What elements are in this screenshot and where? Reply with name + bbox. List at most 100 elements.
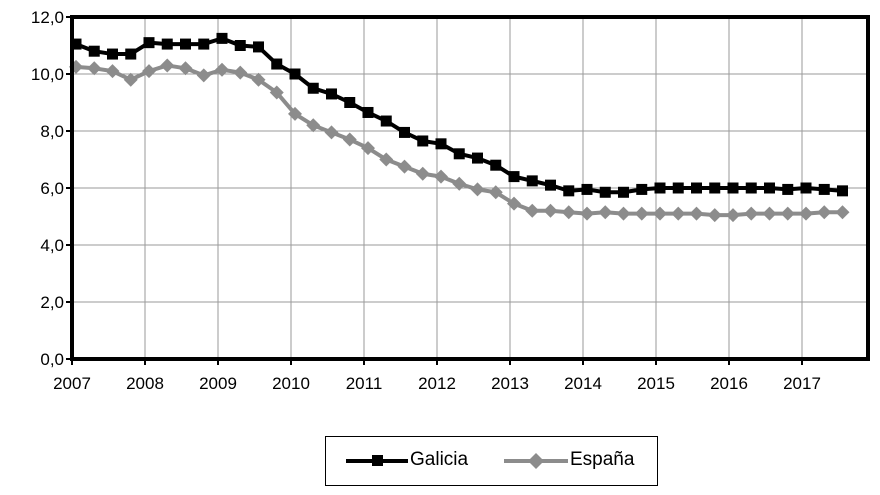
data-point [634, 206, 649, 221]
data-point [727, 182, 739, 194]
data-point [709, 182, 721, 194]
data-point [671, 206, 686, 221]
data-point [764, 182, 775, 194]
data-point [452, 176, 467, 191]
series-espana [69, 58, 850, 223]
x-tick-label: 2008 [126, 374, 164, 393]
y-tick-label: 10,0 [31, 65, 64, 84]
data-point [215, 62, 229, 77]
data-point [672, 182, 684, 194]
data-point [161, 38, 173, 50]
data-point [380, 115, 392, 127]
data-point [780, 206, 795, 221]
data-point [399, 126, 410, 138]
data-point [563, 185, 575, 197]
data-point [726, 208, 740, 223]
legend-label-espana: España [570, 449, 635, 470]
data-point [87, 61, 102, 76]
data-point [123, 72, 138, 87]
data-point [105, 64, 120, 79]
y-tick-label: 2,0 [40, 293, 64, 312]
data-point [415, 166, 430, 181]
data-point [289, 68, 301, 80]
legend: Galicia España [325, 436, 658, 486]
data-point [817, 205, 832, 220]
data-point [581, 183, 593, 195]
data-point [507, 196, 521, 211]
data-point [125, 48, 137, 60]
data-point [470, 182, 485, 197]
data-point [782, 183, 794, 195]
data-point [618, 186, 629, 198]
data-point [362, 106, 374, 118]
series-layer [69, 32, 850, 223]
data-point [160, 58, 175, 73]
y-tick-label: 12,0 [31, 8, 64, 27]
y-tick-label: 8,0 [40, 122, 64, 141]
data-point [88, 45, 100, 57]
data-point [342, 132, 357, 147]
data-point [178, 61, 193, 76]
x-tick-label: 2013 [491, 374, 529, 393]
data-point [253, 41, 264, 53]
data-point [598, 205, 613, 220]
data-point [835, 205, 850, 220]
data-point [545, 179, 556, 191]
data-point [326, 88, 337, 100]
data-point [654, 182, 666, 194]
x-tick-label: 2009 [199, 374, 237, 393]
data-point [107, 48, 118, 60]
data-point [525, 203, 540, 218]
y-axis-ticks: 0,0 2,0 4,0 6,0 8,0 10,0 12,0 [31, 8, 72, 369]
x-tick-label: 2014 [564, 374, 602, 393]
data-point [417, 135, 429, 147]
data-point [818, 183, 830, 195]
data-point [180, 38, 191, 50]
data-point [691, 182, 702, 194]
x-tick-label: 2017 [783, 374, 821, 393]
data-point [142, 64, 156, 79]
data-point [453, 148, 465, 160]
x-tick-label: 2016 [710, 374, 748, 393]
data-point [653, 206, 667, 221]
data-point [526, 175, 538, 187]
data-point [599, 186, 611, 198]
data-point [799, 206, 813, 221]
data-point [762, 206, 777, 221]
data-point [616, 206, 631, 221]
data-point [707, 208, 722, 223]
data-point [837, 185, 848, 197]
data-point [543, 203, 558, 218]
data-point [397, 159, 412, 174]
x-tick-label: 2007 [53, 374, 91, 393]
y-tick-label: 4,0 [40, 236, 64, 255]
data-point [434, 169, 448, 184]
data-point [233, 65, 248, 80]
y-tick-label: 6,0 [40, 179, 64, 198]
data-point [561, 205, 576, 220]
data-point [269, 85, 284, 100]
x-tick-label: 2015 [637, 374, 675, 393]
legend-swatch-galicia [346, 455, 408, 466]
data-point [472, 152, 483, 164]
legend-swatch-espana [504, 453, 568, 469]
data-point [198, 38, 210, 50]
x-tick-label: 2012 [418, 374, 456, 393]
series-galicia [70, 32, 848, 198]
data-point [306, 118, 321, 133]
data-point [307, 82, 319, 94]
data-point [379, 152, 394, 167]
data-point [216, 32, 228, 44]
y-tick-label: 0,0 [40, 350, 64, 369]
data-point [234, 40, 246, 51]
data-point [689, 206, 704, 221]
x-axis-ticks: 2007 2008 2009 2010 2011 2012 2013 2014 2015 2016… [53, 359, 821, 393]
data-point [344, 97, 356, 108]
data-point [271, 58, 283, 70]
data-point [70, 38, 82, 50]
data-point [488, 185, 503, 200]
x-tick-label: 2010 [272, 374, 310, 393]
x-tick-label: 2011 [346, 374, 383, 393]
legend-label-galicia: Galicia [410, 449, 469, 470]
